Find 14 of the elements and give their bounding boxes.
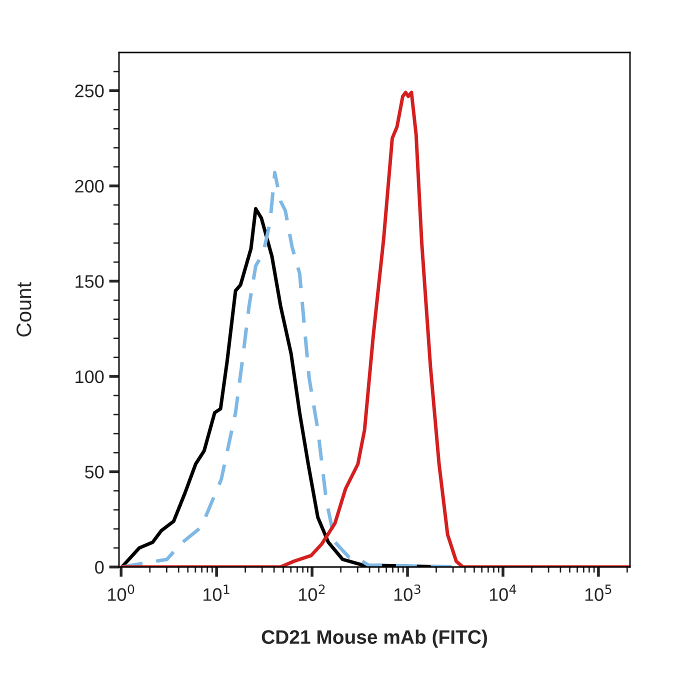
- y-tick-label: 250: [75, 84, 104, 98]
- y-tick-label: 150: [76, 275, 104, 288]
- y-axis-title: Count: [16, 282, 32, 336]
- x-tick-label: 10$^{3}$: [394, 584, 420, 601]
- y-tick-label: 50: [85, 466, 104, 478]
- x-tick-label: 10$^{2}$: [298, 584, 325, 601]
- y-tick-label: 0: [95, 560, 104, 574]
- x-axis-title: CD21 Mouse mAb (FITC): [262, 630, 487, 648]
- x-tick-label: 10$^{0}$: [108, 584, 134, 601]
- x-tick-label: 10$^{4}$: [490, 584, 516, 601]
- x-tick-label: 10$^{1}$: [204, 584, 230, 601]
- x-tick-label: 10$^{5}$: [585, 584, 612, 601]
- y-tick-label: 100: [76, 370, 104, 384]
- y-tick-label: 200: [75, 180, 104, 193]
